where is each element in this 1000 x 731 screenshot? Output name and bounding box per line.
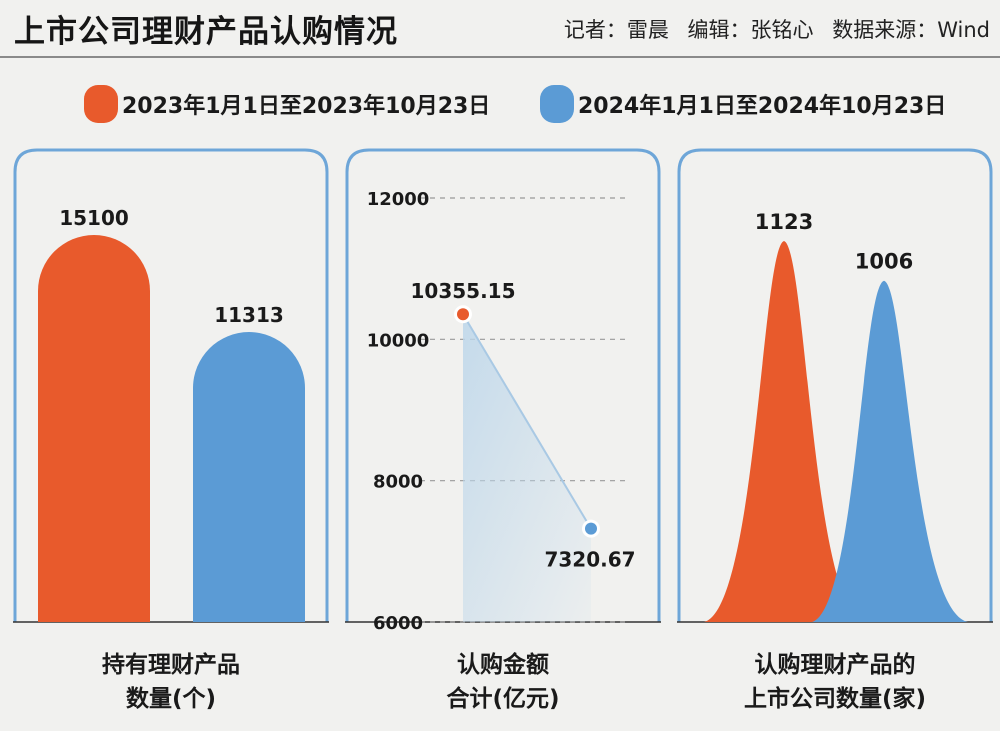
bar-1 (38, 235, 150, 622)
peak-value-label-2: 1006 (855, 250, 913, 274)
header-divider (0, 56, 1000, 58)
line-shading (463, 314, 591, 622)
peak-value-label-1: 1123 (755, 210, 813, 234)
caption-panel-1-line-1: 持有理财产品 (102, 652, 240, 678)
caption-panel-2-line-1: 认购金额 (457, 652, 549, 678)
line-value-label-1: 10355.15 (410, 279, 515, 303)
bar-2 (193, 332, 305, 622)
line-value-label-2: 7320.67 (544, 548, 635, 572)
caption-panel-3: 认购理财产品的 上市公司数量(家) (679, 648, 991, 716)
caption-panel-1-line-2: 数量(个) (125, 686, 217, 712)
legend-swatch-2023 (84, 85, 118, 123)
bar-value-label-1: 15100 (59, 206, 129, 230)
reporter-credit: 记者：雷晨 (563, 18, 669, 42)
bar-value-label-2: 11313 (214, 303, 284, 327)
legend-label-2023: 2023年1月1日至2023年10月23日 (122, 94, 491, 119)
peak-2 (812, 280, 968, 622)
peak-1 (704, 241, 864, 622)
line-point-2 (585, 522, 597, 535)
panel-frame-2 (345, 148, 661, 622)
header: 上市公司理财产品认购情况 记者：雷晨 编辑：张铭心 数据来源：Wind (0, 0, 1000, 56)
page-title: 上市公司理财产品认购情况 (14, 14, 398, 50)
y-tick-label-2: 10000 (367, 330, 430, 351)
editor-credit: 编辑：张铭心 (687, 18, 814, 42)
panel-frame-1 (13, 148, 329, 622)
y-tick-label-1: 12000 (367, 189, 430, 210)
caption-panel-2: 认购金额 合计(亿元) (347, 648, 659, 716)
y-tick-label-4: 6000 (373, 613, 423, 634)
legend-item-2024: 2024年1月1日至2024年10月23日 (540, 84, 946, 124)
source-credit: 数据来源：Wind (832, 18, 990, 42)
legend-item-2023: 2023年1月1日至2023年10月23日 (84, 84, 490, 124)
legend-label-2024: 2024年1月1日至2024年10月23日 (578, 94, 947, 119)
caption-panel-2-line-2: 合计(亿元) (446, 686, 560, 712)
credits: 记者：雷晨 编辑：张铭心 数据来源：Wind (552, 14, 990, 44)
line-point-1 (457, 308, 469, 321)
legend-swatch-2024 (540, 85, 574, 123)
caption-panel-3-line-2: 上市公司数量(家) (743, 686, 927, 712)
caption-panel-1: 持有理财产品 数量(个) (15, 648, 327, 716)
panel-frame-3 (677, 148, 993, 622)
line-series (462, 313, 592, 530)
caption-panel-3-line-1: 认购理财产品的 (754, 652, 916, 678)
y-tick-label-3: 8000 (373, 472, 423, 493)
